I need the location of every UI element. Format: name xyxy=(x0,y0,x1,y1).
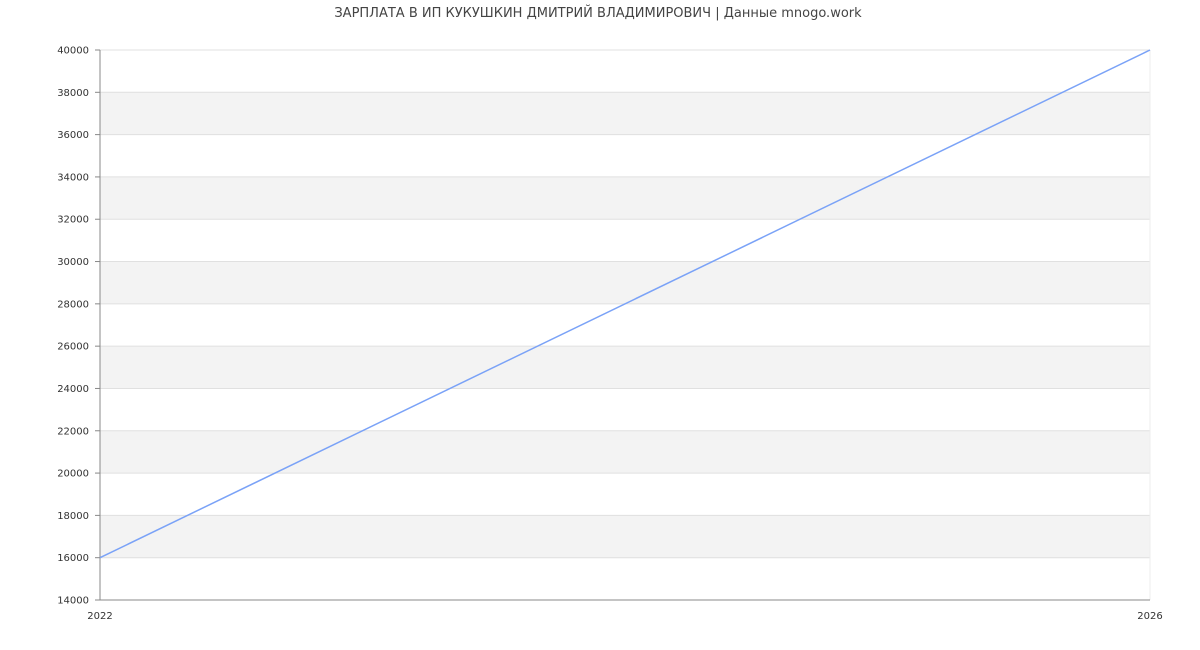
grid-band xyxy=(100,92,1150,135)
x-tick-label: 2026 xyxy=(1137,611,1162,622)
y-tick-label: 26000 xyxy=(57,342,89,353)
grid-band xyxy=(100,346,1150,389)
y-tick-label: 24000 xyxy=(57,384,89,395)
y-tick-label: 32000 xyxy=(57,215,89,226)
y-tick-label: 14000 xyxy=(57,596,89,607)
y-tick-label: 16000 xyxy=(57,553,89,564)
x-tick-label: 2022 xyxy=(87,611,112,622)
grid-band xyxy=(100,176,1150,220)
series-line xyxy=(99,49,1151,559)
y-tick-label: 30000 xyxy=(57,257,89,268)
y-tick-label: 36000 xyxy=(57,130,89,141)
grid-band xyxy=(100,430,1150,474)
y-tick-label: 20000 xyxy=(57,469,89,480)
grid-band xyxy=(100,261,1150,304)
y-tick-label: 38000 xyxy=(57,88,89,99)
grid-band xyxy=(100,515,1150,558)
y-tick-label: 34000 xyxy=(57,172,89,183)
y-tick-label: 22000 xyxy=(57,426,89,437)
y-tick-label: 18000 xyxy=(57,511,89,522)
chart-title: ЗАРПЛАТА В ИП КУКУШКИН ДМИТРИЙ ВЛАДИМИРО… xyxy=(334,6,862,21)
y-tick-label: 28000 xyxy=(57,299,89,310)
y-tick-label: 40000 xyxy=(57,46,89,57)
